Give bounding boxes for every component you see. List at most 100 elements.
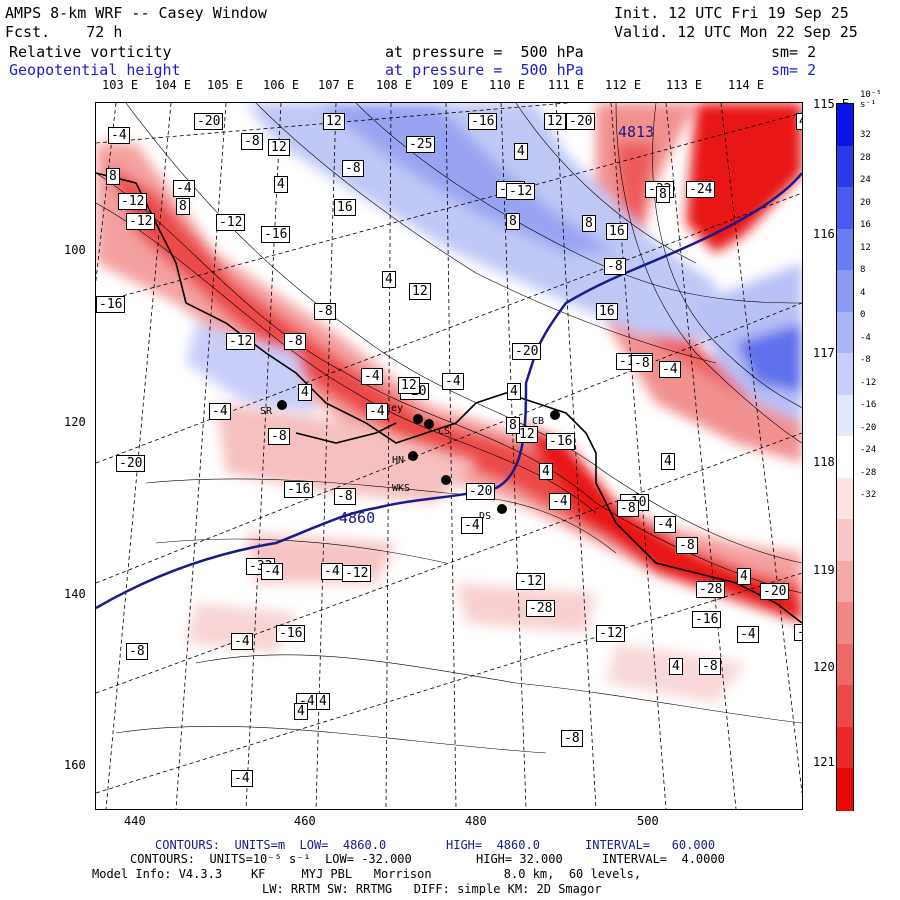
station-label: Casey [373, 403, 404, 414]
colorbar-swatch [837, 145, 853, 189]
colorbar-swatch [837, 187, 853, 230]
contour-value-label: 12 [516, 426, 538, 443]
contour-value-label: 4 [669, 658, 683, 675]
contour-value-label: -4 [231, 770, 253, 787]
x-tick-label: 500 [637, 814, 659, 828]
lon-label-top: 103 E [102, 78, 139, 92]
footer-vort-interval: INTERVAL= 4.0000 [602, 852, 725, 866]
contour-value-label: 8 [506, 213, 520, 230]
contour-value-label: -12 [596, 625, 626, 642]
lon-label-top: 111 E [548, 78, 585, 92]
x-tick-label: 440 [124, 814, 146, 828]
map-svg [96, 103, 802, 809]
colorbar-label: -8 [860, 355, 871, 365]
colorbar-swatch [837, 228, 853, 272]
contour-value-label: 16 [334, 199, 356, 216]
station-label: SR [260, 406, 273, 417]
contour-value-label: -4 [261, 563, 283, 580]
field2-name: Geopotential height [9, 61, 181, 79]
contour-value-label: -20 [760, 583, 790, 600]
x-tick-label: 480 [465, 814, 487, 828]
contour-value-label: -4 [366, 403, 388, 420]
contour-value-label: 4 [796, 113, 802, 130]
contour-value-label: 12 [544, 113, 566, 130]
contour-value-label: 8 [106, 168, 120, 185]
x-tick-label: 460 [294, 814, 316, 828]
contour-value-label: 8 [176, 198, 190, 215]
lon-label-top: 106 E [263, 78, 300, 92]
lon-label-top: 104 E [155, 78, 192, 92]
graticule [96, 103, 802, 809]
colorbar-label: -24 [860, 445, 877, 455]
colorbar-swatch [837, 477, 853, 521]
colorbar-swatch [837, 436, 853, 479]
contour-value-label: -12 [516, 573, 546, 590]
field2-smoothing: sm= 2 [771, 61, 817, 79]
contour-value-label: 4 [316, 693, 330, 710]
colorbar [836, 103, 854, 811]
plot-title: AMPS 8-km WRF -- Casey Window [5, 4, 267, 22]
colorbar-label: 16 [860, 220, 871, 230]
contour-value-label: -4 [231, 633, 253, 650]
footer-vort-high: HIGH= 32.000 [476, 852, 563, 866]
footer-physics: LW: RRTM SW: RRTMG DIFF: simple KM: 2D S… [262, 882, 602, 896]
contour-value-label: -16 [276, 625, 306, 642]
colorbar-label: -12 [860, 377, 877, 388]
contour-value-label: -4 [361, 368, 383, 385]
contour-value-label: -12 [506, 183, 536, 200]
init-time: Init. 12 UTC Fri 19 Sep 25 [614, 4, 849, 22]
contour-value-label: -8 [314, 303, 336, 320]
colorbar-label: 8 [860, 265, 866, 275]
y-tick-label: 120 [64, 415, 86, 429]
contour-value-label: -16 [546, 433, 576, 450]
contour-value-label: 16 [606, 223, 628, 240]
colorbar-label: 4 [860, 287, 866, 298]
contour-value-label: 8 [582, 215, 596, 232]
colorbar-label: 28 [860, 152, 871, 163]
station-label: HN [392, 455, 405, 466]
lon-label-top: 108 E [376, 78, 413, 92]
station-markers [277, 400, 560, 514]
footer-vort-contours: CONTOURS: UNITS=10⁻⁵ s⁻¹ LOW= -32.000 [130, 852, 412, 866]
contour-value-label: -16 [284, 481, 314, 498]
vorticity-map[interactable]: SR Casey CS HN WKS DS CB 4813 4860 -4 -20 -8 12 12 -16… [95, 102, 803, 810]
contour-value-label: 8 [656, 186, 670, 203]
contour-value-label: -12 [126, 213, 156, 230]
station-label: WKS [392, 483, 411, 494]
field2-level: at pressure = 500 hPa [385, 61, 584, 79]
contour-value-label: 4 [274, 176, 288, 193]
contour-value-label: -20 [116, 455, 146, 472]
colorbar-swatch [837, 353, 853, 396]
colorbar-label: -16 [860, 400, 877, 410]
contour-value-label: 12 [323, 113, 345, 130]
y-tick-label: 140 [64, 587, 86, 601]
contour-value-label: -8 [676, 537, 698, 554]
contour-value-label: -8 [241, 133, 263, 150]
colorbar-swatch [837, 685, 853, 728]
contour-value-label: 4 [539, 463, 553, 480]
contour-value-label: -24 [686, 181, 716, 198]
contour-value-label: -4 [549, 493, 571, 510]
contour-value-label: 4 [298, 384, 312, 401]
contour-value-label: -4 [173, 180, 195, 197]
contour-value-label: -20 [194, 113, 224, 130]
contour-value-label: -24 [794, 624, 802, 641]
contour-value-label: -8 [617, 500, 639, 517]
contour-value-label: -8 [561, 730, 583, 747]
y-tick-label: 100 [64, 243, 86, 257]
contour-value-label: -12 [118, 193, 148, 210]
contour-value-label: 4 [737, 568, 751, 585]
colorbar-label: -20 [860, 422, 877, 433]
contour-value-label: -4 [321, 563, 343, 580]
forecast-hour: Fcst. 72 h [5, 23, 123, 41]
contour-value-label: 4 [507, 383, 521, 400]
lon-label-top: 105 E [207, 78, 244, 92]
contour-value-label: 4 [661, 453, 675, 470]
contour-value-label: -8 [604, 258, 626, 275]
contour-value-label: -4 [209, 403, 231, 420]
coastline [96, 172, 802, 624]
lon-label-top: 109 E [432, 78, 469, 92]
contour-value-label: -12 [216, 214, 246, 231]
contour-value-label: -16 [468, 113, 498, 130]
contour-value-label: -28 [526, 600, 556, 617]
